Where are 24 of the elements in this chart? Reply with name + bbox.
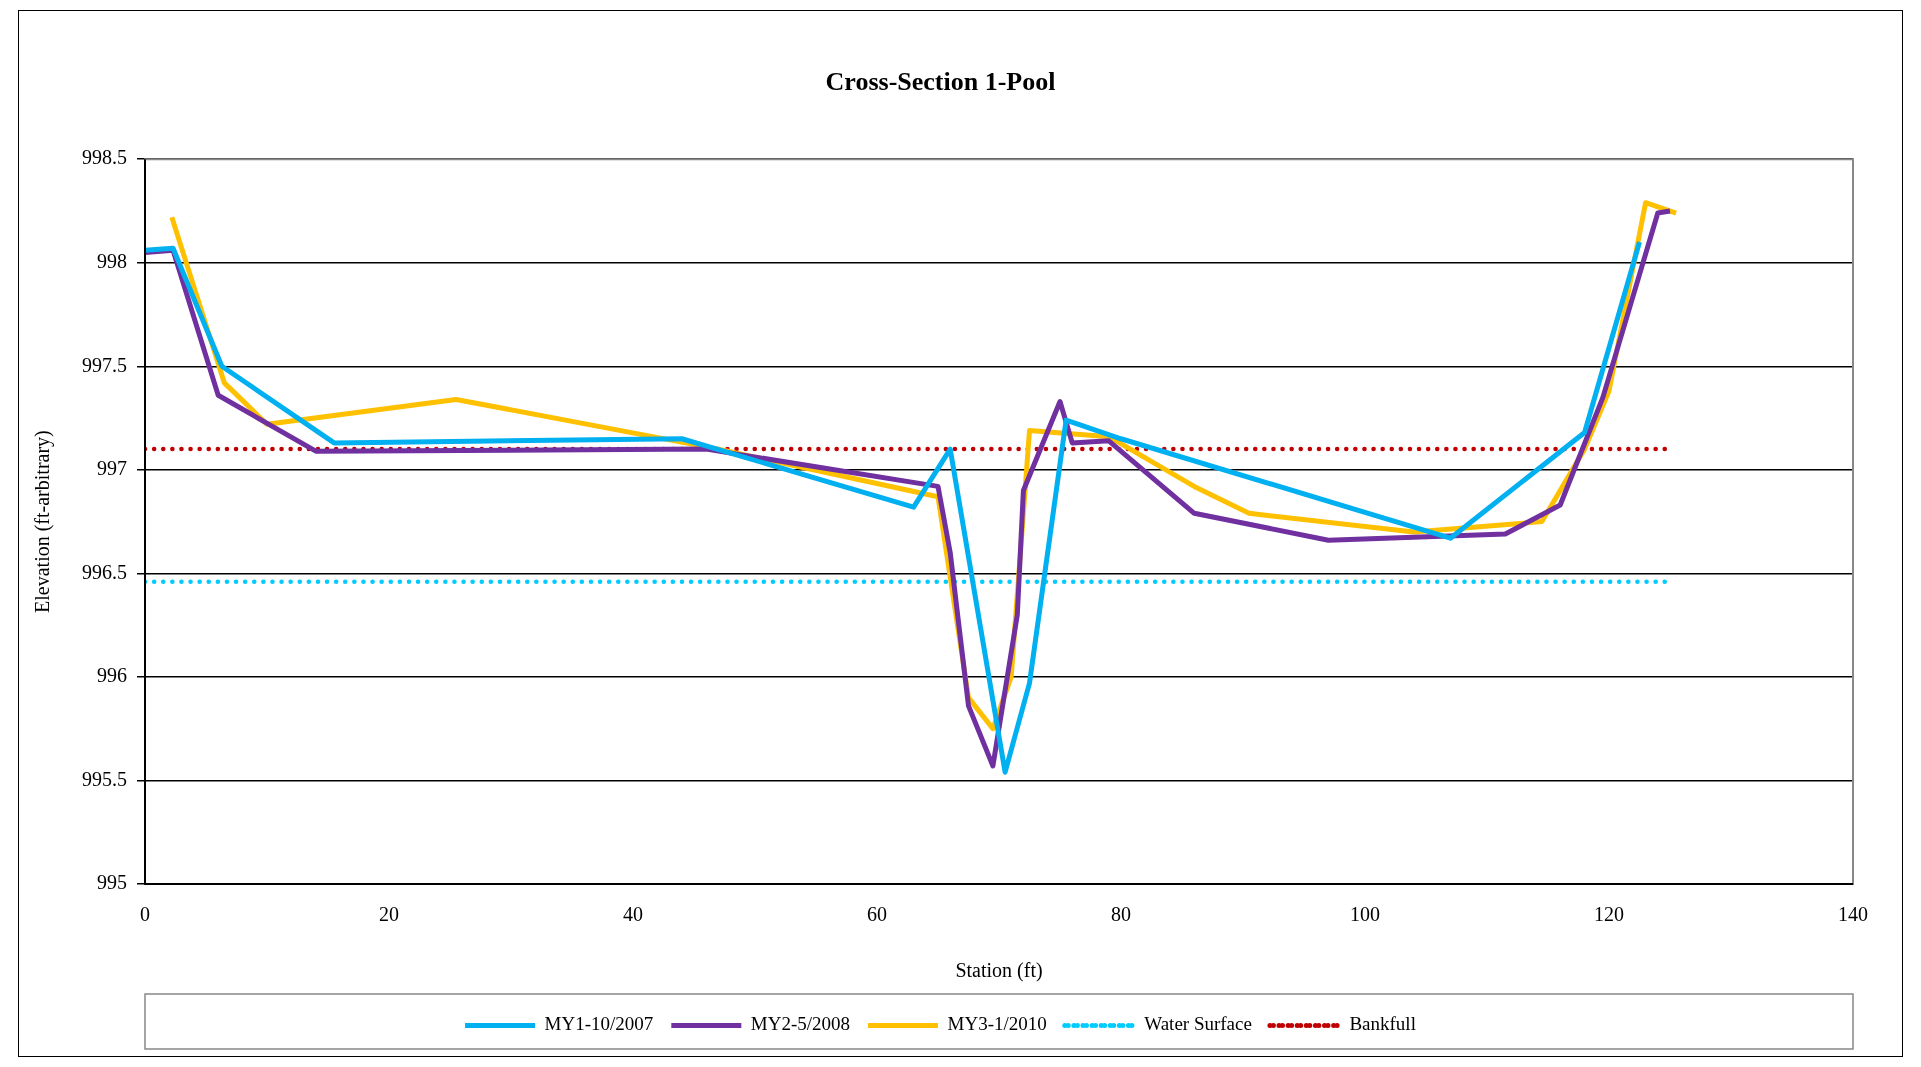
x-tick-label: 140 [1838, 903, 1868, 926]
legend-label: Water Surface [1144, 1013, 1252, 1035]
legend-label: MY2-5/2008 [750, 1013, 851, 1035]
y-tick-label: 998.5 [82, 146, 127, 169]
legend-label: Bankfull [1349, 1013, 1416, 1035]
y-tick-label: 995.5 [82, 767, 127, 790]
legend-label: MY3-1/2010 [947, 1013, 1047, 1035]
x-tick-label: 40 [623, 903, 643, 926]
y-tick-label: 996 [97, 664, 127, 687]
x-tick-label: 100 [1350, 903, 1380, 926]
y-tick-label: 998 [97, 249, 127, 272]
legend-label: MY1-10/2007 [544, 1013, 654, 1035]
x-tick-label: 60 [867, 903, 887, 926]
y-tick-label: 997 [97, 457, 127, 480]
y-tick-label: 995 [97, 871, 127, 894]
x-axis-title: Station (ft) [955, 959, 1043, 983]
chart-title: Cross-Section 1-Pool [825, 67, 1056, 97]
x-tick-label: 80 [1111, 903, 1131, 926]
y-tick-label: 996.5 [82, 560, 127, 583]
y-tick-label: 997.5 [82, 353, 127, 376]
x-tick-label: 0 [140, 903, 150, 926]
y-axis-title: Elevation (ft-arbitrary) [31, 430, 55, 613]
x-tick-label: 20 [379, 903, 399, 926]
x-tick-label: 120 [1594, 903, 1624, 926]
